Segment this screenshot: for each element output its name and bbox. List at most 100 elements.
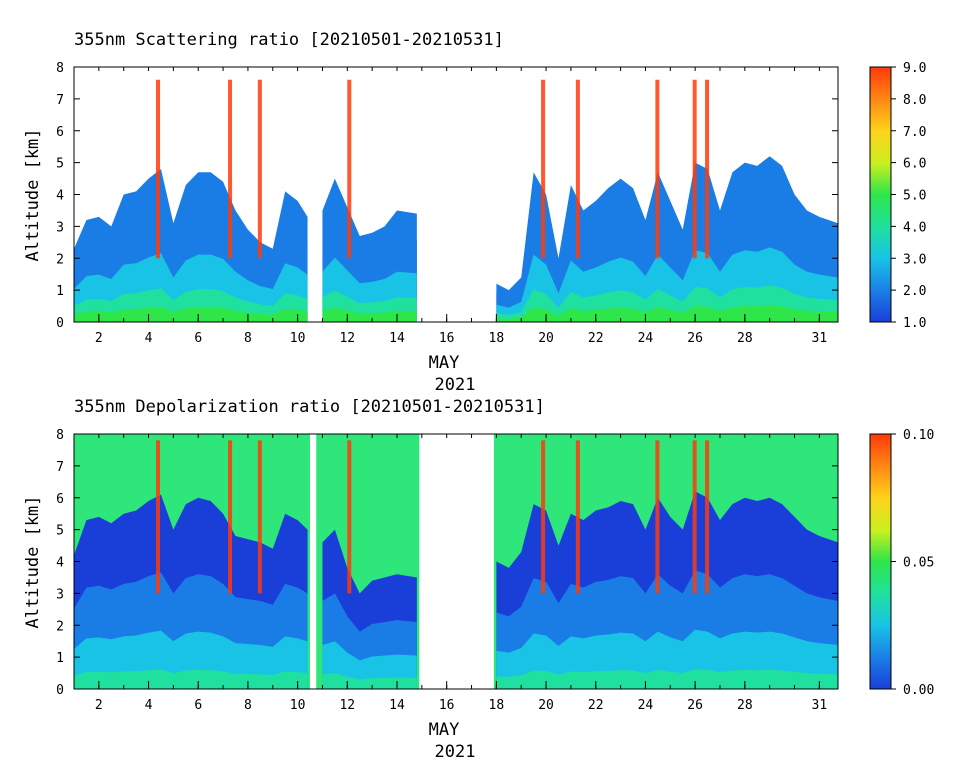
x-tick-label-10: 10 [290,331,306,346]
depolarization-ratio-xlabel: MAY [429,720,460,740]
profile-layer-0-3 [74,669,308,689]
y-tick-label-7: 7 [56,460,64,475]
x-tick-label-2: 2 [95,331,103,346]
x-tick-label-14: 14 [389,331,405,346]
colorbar-tick-label-6: 7.0 [903,125,926,140]
profile-layer-2-3 [496,669,838,689]
x-tick-label-4: 4 [145,331,153,346]
x-tick-label-31: 31 [812,331,828,346]
y-tick-label-2: 2 [56,619,64,634]
colorbar-gradient [869,433,892,690]
x-tick-label-28: 28 [737,698,753,713]
y-tick-label-1: 1 [56,651,64,666]
x-tick-label-12: 12 [339,331,355,346]
y-tick-label-8: 8 [56,61,64,76]
x-tick-label-14: 14 [389,698,405,713]
x-tick-label-26: 26 [687,698,703,713]
x-tick-label-8: 8 [244,698,252,713]
streak-6 [655,79,660,259]
colorbar-tick-label-8: 9.0 [903,61,926,76]
streak-8 [705,440,710,594]
colorbar-tick-label-0: 1.0 [903,316,926,331]
y-tick-label-6: 6 [56,492,64,507]
x-tick-label-31: 31 [812,698,828,713]
no-data-gap-0 [310,67,317,322]
depolarization-ratio-colorbar: 0.00 0.05 0.10 [869,428,934,698]
scattering-ratio-year: 2021 [435,375,476,395]
x-tick-label-28: 28 [737,331,753,346]
scattering-ratio-xlabel: MAY [429,353,460,373]
colorbar-tick-label-3: 4.0 [903,220,926,235]
y-tick-label-1: 1 [56,284,64,299]
profile-layer-2-4 [496,305,838,322]
profile-layer-1-4 [322,307,417,322]
streak-0 [155,79,160,259]
streak-1 [228,79,233,259]
x-tick-label-26: 26 [687,331,703,346]
profile-layer-1-3 [322,673,417,689]
y-tick-label-4: 4 [56,189,64,204]
y-tick-label-3: 3 [56,220,64,235]
x-tick-label-4: 4 [145,698,153,713]
x-tick-label-12: 12 [339,698,355,713]
streak-7 [692,79,697,259]
depolarization-ratio-plot [74,434,838,689]
colorbar-tick-label-4: 5.0 [903,189,926,204]
depolarization-ratio-ylabel: Altitude [km] [23,495,43,628]
streak-1 [228,440,233,594]
no-data-gap-1 [419,67,494,322]
streak-2 [257,79,262,259]
colorbar-tick-label-5: 6.0 [903,157,926,172]
x-tick-label-8: 8 [244,331,252,346]
x-tick-label-6: 6 [194,698,202,713]
colorbar-gradient [869,66,892,323]
profile-layer-0-4 [74,306,308,322]
streak-5 [575,79,580,259]
x-tick-label-22: 22 [588,331,604,346]
streak-4 [541,79,546,259]
x-tick-label-16: 16 [439,331,455,346]
y-tick-label-7: 7 [56,93,64,108]
streak-2 [257,440,262,594]
streak-3 [347,440,352,594]
scattering-ratio-title: 355nm Scattering ratio [20210501-2021053… [74,30,504,50]
x-tick-label-22: 22 [588,698,604,713]
y-tick-label-5: 5 [56,157,64,172]
scattering-ratio-colorbar: 1.0 2.0 3.0 4.0 5.0 6.0 7.0 8.0 9.0 [869,61,926,331]
scattering-ratio-plot [74,67,838,322]
x-tick-label-18: 18 [489,698,505,713]
scattering-ratio-panel: 355nm Scattering ratio [20210501-2021053… [23,30,926,395]
colorbar-tick-label-7: 8.0 [903,93,926,108]
depolarization-ratio-year: 2021 [435,742,476,762]
no-data-gap-0 [310,434,317,689]
y-tick-label-0: 0 [56,683,64,698]
colorbar-tick-label-2: 0.10 [903,428,934,443]
streak-3 [347,79,352,259]
y-tick-label-6: 6 [56,125,64,140]
streak-0 [155,440,160,594]
colorbar-tick-label-1: 0.05 [903,556,934,571]
no-data-gap-1 [419,434,494,689]
x-tick-label-10: 10 [290,698,306,713]
depolarization-ratio-title: 355nm Depolarization ratio [20210501-202… [74,397,545,417]
y-tick-label-0: 0 [56,316,64,331]
depolarization-ratio-panel: 355nm Depolarization ratio [20210501-202… [23,397,934,762]
x-tick-label-18: 18 [489,331,505,346]
y-tick-label-4: 4 [56,556,64,571]
x-tick-label-24: 24 [638,698,654,713]
x-tick-label-6: 6 [194,331,202,346]
x-tick-label-20: 20 [538,698,554,713]
scattering-ratio-ylabel: Altitude [km] [23,128,43,261]
colorbar-tick-label-0: 0.00 [903,683,934,698]
streak-6 [655,440,660,594]
colorbar-tick-label-1: 2.0 [903,284,926,299]
x-tick-label-16: 16 [439,698,455,713]
streak-5 [575,440,580,594]
x-tick-label-2: 2 [95,698,103,713]
y-tick-label-2: 2 [56,252,64,267]
streak-4 [541,440,546,594]
x-tick-label-20: 20 [538,331,554,346]
